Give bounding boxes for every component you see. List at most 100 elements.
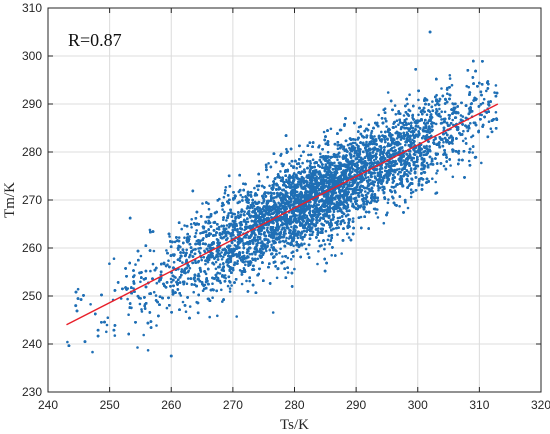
data-point (208, 315, 211, 319)
data-point (402, 159, 405, 162)
data-point (487, 120, 491, 123)
data-point (364, 190, 367, 193)
data-point (152, 249, 156, 253)
data-point (222, 218, 225, 221)
data-point (393, 146, 396, 149)
data-point (481, 101, 485, 105)
data-point (290, 197, 293, 200)
data-point (386, 211, 389, 214)
data-point (336, 233, 339, 236)
data-point (409, 167, 413, 170)
data-point (462, 129, 465, 133)
data-point (244, 263, 247, 267)
data-point (289, 258, 293, 261)
data-point (188, 235, 191, 238)
data-point (195, 229, 198, 232)
data-point (422, 153, 425, 157)
data-point (139, 280, 142, 284)
data-point (316, 227, 320, 230)
data-point (440, 110, 444, 113)
data-point (494, 84, 498, 87)
data-point (299, 236, 303, 240)
data-point (295, 190, 299, 194)
data-point (317, 250, 320, 253)
grid-lines (47, 7, 542, 393)
data-point (434, 122, 438, 126)
data-point (316, 262, 319, 266)
data-point (204, 262, 207, 266)
data-point (178, 256, 182, 260)
data-point (380, 130, 383, 134)
data-point (228, 287, 232, 290)
data-point (151, 262, 155, 266)
data-point (408, 93, 411, 96)
data-point (200, 258, 203, 262)
data-point (461, 115, 465, 118)
data-point (450, 83, 454, 87)
data-point (396, 172, 400, 176)
data-point (224, 277, 227, 280)
data-point (457, 149, 461, 153)
data-point (411, 126, 415, 130)
data-point (467, 159, 471, 163)
data-point (359, 215, 363, 219)
data-point (292, 244, 295, 248)
data-point (223, 274, 227, 277)
data-point (251, 206, 254, 210)
data-point (464, 137, 467, 140)
data-point (105, 323, 109, 327)
data-point (278, 251, 281, 255)
data-point (442, 164, 446, 168)
data-point (240, 199, 244, 202)
data-point (386, 144, 389, 148)
data-point (385, 125, 389, 128)
data-point (308, 179, 312, 182)
data-point (169, 277, 173, 281)
data-point (459, 114, 463, 117)
data-point (434, 103, 437, 107)
data-point (220, 288, 223, 292)
data-point (290, 225, 293, 229)
data-point (437, 99, 441, 103)
data-point (216, 314, 219, 318)
data-point (194, 231, 198, 235)
data-point (270, 191, 274, 195)
data-point (381, 176, 385, 179)
data-point (170, 280, 173, 284)
data-point (425, 144, 428, 148)
data-point (275, 233, 279, 236)
data-point (197, 272, 200, 276)
data-point (188, 266, 192, 270)
data-point (301, 238, 304, 241)
data-point (235, 315, 238, 318)
data-point (394, 125, 398, 128)
data-point (377, 189, 380, 192)
data-point (380, 167, 384, 170)
data-point (149, 269, 152, 273)
data-point (148, 228, 152, 232)
data-point (376, 216, 380, 219)
data-point (246, 220, 250, 224)
data-point (223, 191, 227, 195)
data-point (288, 162, 291, 165)
data-point (152, 290, 156, 294)
data-point (409, 188, 413, 191)
data-point (301, 161, 304, 165)
data-point (188, 255, 191, 259)
data-point (189, 222, 193, 226)
data-point (391, 181, 395, 184)
data-point (287, 237, 291, 240)
data-point (377, 113, 381, 117)
data-point (428, 145, 432, 148)
data-point (448, 93, 451, 96)
data-point (207, 207, 211, 211)
data-point (336, 210, 340, 213)
data-point (431, 100, 434, 103)
data-point (309, 162, 313, 165)
data-point (323, 243, 327, 246)
data-point (183, 224, 186, 227)
data-point (328, 242, 331, 246)
data-point (448, 77, 452, 80)
data-point (239, 193, 242, 197)
